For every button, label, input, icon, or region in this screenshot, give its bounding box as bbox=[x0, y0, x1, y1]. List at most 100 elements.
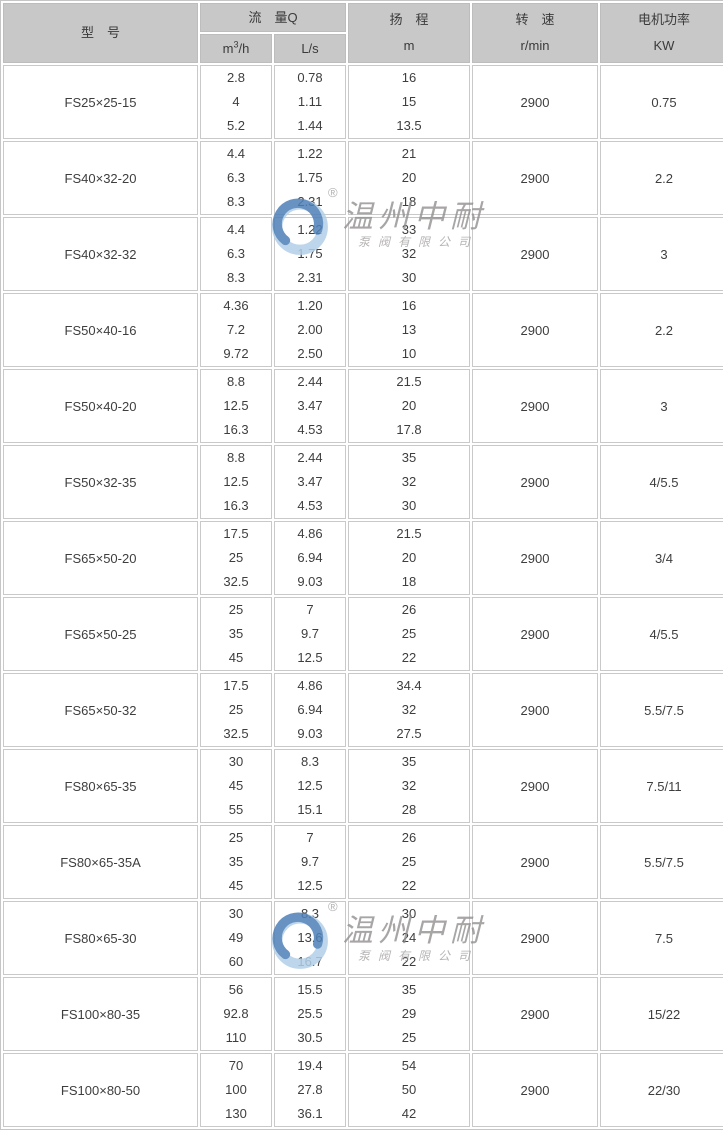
value-line: 32.5 bbox=[223, 574, 249, 589]
model-cell: FS65×50-20 bbox=[3, 521, 198, 595]
table-row: FS40×32-32 4.4 6.3 8.3 1.22 1.75 2.31 33 32 30… bbox=[3, 217, 723, 291]
value-line: 26 bbox=[401, 602, 417, 617]
speed-value: 2900 bbox=[520, 930, 550, 946]
value-line: 25 bbox=[401, 854, 417, 869]
flow-m3h-cell: 30 49 60 bbox=[200, 901, 272, 975]
power-cell: 5.5/7.5 bbox=[600, 673, 723, 747]
value-line: 22 bbox=[401, 954, 417, 969]
model-label: FS65×50-20 bbox=[64, 550, 137, 566]
value-line: 1.75 bbox=[297, 170, 323, 185]
table-row: FS100×80-35 56 92.8 110 15.5 25.5 30.5 35 29 2… bbox=[3, 977, 723, 1051]
flow-m3h-cell: 17.5 25 32.5 bbox=[200, 521, 272, 595]
value-line: 25 bbox=[401, 626, 417, 641]
value-line: 1.22 bbox=[297, 146, 323, 161]
value-line: 7.2 bbox=[226, 322, 246, 337]
col-header-power-label: 电机功率 bbox=[637, 12, 690, 27]
speed-cell: 2900 bbox=[472, 217, 598, 291]
flow-m3h-cell: 8.8 12.5 16.3 bbox=[200, 369, 272, 443]
table-row: FS50×32-35 8.8 12.5 16.3 2.44 3.47 4.53 35 32… bbox=[3, 445, 723, 519]
value-line: 15 bbox=[401, 94, 417, 109]
value-line: 4.4 bbox=[226, 146, 246, 161]
value-line: 35 bbox=[228, 626, 244, 641]
value-line: 13 bbox=[401, 322, 417, 337]
flow-m3h-cell: 56 92.8 110 bbox=[200, 977, 272, 1051]
model-cell: FS25×25-15 bbox=[3, 65, 198, 139]
speed-value: 2900 bbox=[520, 398, 550, 414]
model-cell: FS65×50-32 bbox=[3, 673, 198, 747]
table-row: FS50×40-20 8.8 12.5 16.3 2.44 3.47 4.53 21.5… bbox=[3, 369, 723, 443]
flow-ls-cell: 8.3 13.6 16.7 bbox=[274, 901, 346, 975]
power-cell: 4/5.5 bbox=[600, 597, 723, 671]
table-row: FS65×50-25 25 35 45 7 9.7 12.5 26 25 22 2900 4… bbox=[3, 597, 723, 671]
value-line: 6.94 bbox=[297, 702, 323, 717]
flow-m3h-cell: 8.8 12.5 16.3 bbox=[200, 445, 272, 519]
value-line: 45 bbox=[228, 650, 244, 665]
value-line: 21.5 bbox=[396, 374, 422, 389]
model-label: FS80×65-35A bbox=[60, 854, 141, 870]
value-line: 8.3 bbox=[300, 754, 320, 769]
value-line: 4.36 bbox=[223, 298, 249, 313]
value-line: 7 bbox=[306, 602, 314, 617]
power-cell: 5.5/7.5 bbox=[600, 825, 723, 899]
power-value: 3 bbox=[660, 246, 668, 262]
speed-cell: 2900 bbox=[472, 141, 598, 215]
flow-m3h-cell: 4.4 6.3 8.3 bbox=[200, 217, 272, 291]
table-row: FS25×25-15 2.8 4 5.2 0.78 1.11 1.44 16 15 13.5… bbox=[3, 65, 723, 139]
value-line: 19.4 bbox=[297, 1058, 323, 1073]
power-cell: 3/4 bbox=[600, 521, 723, 595]
power-cell: 7.5/11 bbox=[600, 749, 723, 823]
value-line: 92.8 bbox=[223, 1006, 249, 1021]
flow-ls-cell: 19.4 27.8 36.1 bbox=[274, 1053, 346, 1127]
value-line: 25 bbox=[228, 830, 244, 845]
value-line: 12.5 bbox=[297, 650, 323, 665]
value-line: 32 bbox=[401, 246, 417, 261]
power-value: 5.5/7.5 bbox=[644, 702, 684, 718]
value-line: 30 bbox=[401, 498, 417, 513]
model-label: FS50×32-35 bbox=[64, 474, 137, 490]
value-line: 1.75 bbox=[297, 246, 323, 261]
value-line: 22 bbox=[401, 650, 417, 665]
flow-ls-cell: 1.20 2.00 2.50 bbox=[274, 293, 346, 367]
speed-cell: 2900 bbox=[472, 825, 598, 899]
value-line: 13.6 bbox=[297, 930, 323, 945]
value-line: 30 bbox=[401, 906, 417, 921]
value-line: 4 bbox=[232, 94, 240, 109]
power-cell: 3 bbox=[600, 217, 723, 291]
value-line: 32.5 bbox=[223, 726, 249, 741]
value-line: 70 bbox=[228, 1058, 244, 1073]
speed-cell: 2900 bbox=[472, 749, 598, 823]
model-cell: FS50×32-35 bbox=[3, 445, 198, 519]
value-line: 30 bbox=[228, 906, 244, 921]
head-cell: 33 32 30 bbox=[348, 217, 470, 291]
value-line: 130 bbox=[225, 1106, 247, 1121]
value-line: 27.5 bbox=[396, 726, 422, 741]
m3h-unit-rest: /h bbox=[238, 41, 250, 56]
value-line: 60 bbox=[228, 954, 244, 969]
value-line: 12.5 bbox=[223, 398, 249, 413]
col-header-model: 型 号 bbox=[3, 3, 198, 63]
power-value: 3/4 bbox=[654, 550, 674, 566]
value-line: 16.3 bbox=[223, 422, 249, 437]
value-line: 34.4 bbox=[396, 678, 422, 693]
flow-ls-cell: 8.3 12.5 15.1 bbox=[274, 749, 346, 823]
value-line: 1.11 bbox=[297, 94, 323, 109]
value-line: 55 bbox=[228, 802, 244, 817]
speed-value: 2900 bbox=[520, 94, 550, 110]
value-line: 27.8 bbox=[297, 1082, 323, 1097]
head-cell: 21 20 18 bbox=[348, 141, 470, 215]
table-row: FS80×65-35A 25 35 45 7 9.7 12.5 26 25 22 2900 … bbox=[3, 825, 723, 899]
model-label: FS25×25-15 bbox=[64, 94, 137, 110]
value-line: 9.03 bbox=[297, 574, 323, 589]
value-line: 6.3 bbox=[226, 170, 246, 185]
head-cell: 35 32 30 bbox=[348, 445, 470, 519]
flow-m3h-cell: 25 35 45 bbox=[200, 597, 272, 671]
model-label: FS50×40-20 bbox=[64, 398, 137, 414]
value-line: 16.3 bbox=[223, 498, 249, 513]
speed-cell: 2900 bbox=[472, 445, 598, 519]
col-header-head-unit: m bbox=[403, 38, 415, 53]
model-cell: FS50×40-20 bbox=[3, 369, 198, 443]
power-cell: 3 bbox=[600, 369, 723, 443]
value-line: 4.86 bbox=[297, 526, 323, 541]
value-line: 54 bbox=[401, 1058, 417, 1073]
